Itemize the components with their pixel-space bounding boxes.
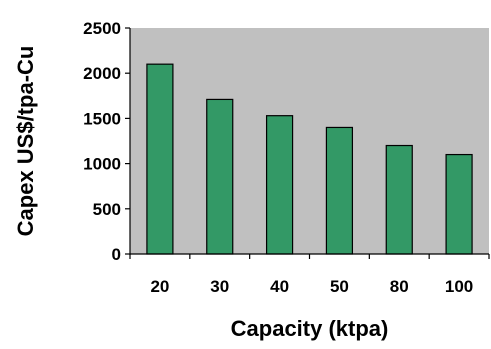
bar-30 [206, 98, 234, 255]
x-tick-label: 40 [270, 277, 289, 296]
x-tick-label: 80 [390, 277, 409, 296]
y-tick-label: 1500 [83, 109, 121, 128]
x-tick-label: 100 [445, 277, 473, 296]
x-tick-label: 20 [150, 277, 169, 296]
x-tick-label: 50 [330, 277, 349, 296]
x-axis-title: Capacity (ktpa) [231, 316, 389, 341]
bar-50 [325, 126, 354, 255]
x-tick-label: 30 [210, 277, 229, 296]
y-tick-label: 2000 [83, 64, 121, 83]
y-tick-label: 2500 [83, 19, 121, 38]
bar-40 [265, 115, 294, 255]
bar-80 [385, 144, 413, 255]
bar-20 [146, 63, 174, 255]
y-tick-label: 500 [93, 200, 121, 219]
bar-100 [445, 153, 473, 255]
y-tick-label: 0 [112, 245, 121, 264]
y-axis-title: Capex US$/tpa-Cu [13, 46, 38, 237]
plot-area [130, 28, 489, 254]
y-tick-label: 1000 [83, 155, 121, 174]
